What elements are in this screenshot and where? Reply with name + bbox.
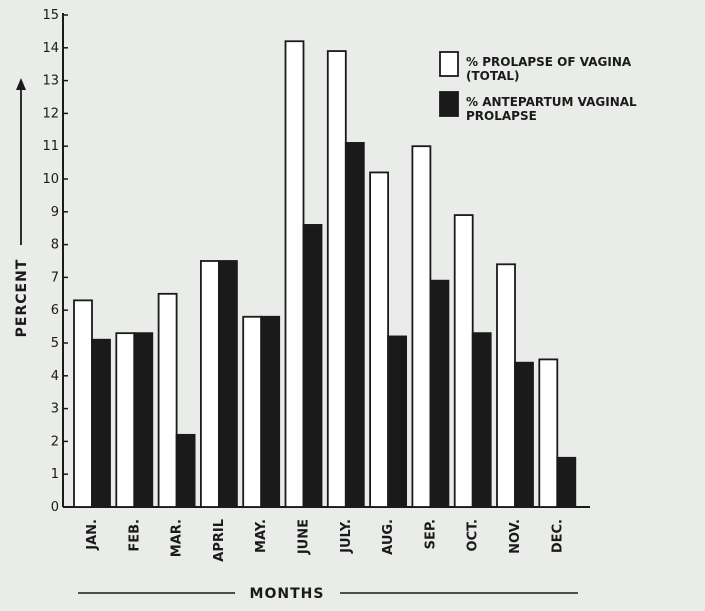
bar-antepartum-prolapse [260, 315, 281, 508]
bar-total-prolapse [411, 145, 432, 508]
x-tick-label: SEP. [423, 519, 438, 549]
bar-total-prolapse [496, 263, 516, 508]
bar-total-prolapse [326, 50, 347, 508]
x-tick-label: APRIL [212, 519, 227, 562]
y-tick-label: 0 [51, 500, 59, 515]
y-tick-label: 8 [51, 238, 59, 253]
bar-antepartum-prolapse [514, 361, 534, 508]
bar-antepartum-prolapse [175, 433, 196, 508]
y-tick-label: 5 [51, 336, 59, 351]
y-tick-label: 1 [51, 467, 59, 482]
bar-antepartum-prolapse [429, 279, 450, 508]
x-tick-label: MAR. [170, 519, 185, 557]
y-tick-label: 4 [51, 369, 59, 384]
legend-swatch-antepartum [439, 91, 459, 117]
legend-label-total: (TOTAL) [466, 69, 520, 83]
legend-swatch-total [439, 51, 459, 77]
bar-total-prolapse [199, 260, 220, 508]
legend: % PROLAPSE OF VAGINA(TOTAL) % ANTEPARTUM … [439, 51, 637, 123]
x-tick-label: JULY. [339, 519, 354, 554]
y-tick-label: 12 [42, 106, 59, 121]
bar-antepartum-prolapse [344, 142, 365, 508]
bars [73, 40, 577, 508]
bar-total-prolapse [115, 332, 136, 508]
bar-total-prolapse [538, 358, 559, 508]
bar-total-prolapse [242, 315, 263, 508]
bar-antepartum-prolapse [91, 338, 111, 508]
y-tick-label: 3 [51, 402, 59, 417]
bar-total-prolapse [157, 292, 178, 508]
legend-label-antepartum: PROLAPSE [466, 109, 537, 123]
x-tick-label: JAN. [85, 519, 100, 551]
y-tick-label: 10 [42, 172, 59, 187]
y-tick-label: 9 [51, 205, 59, 220]
y-tick-label: 15 [42, 8, 59, 23]
bar-antepartum-prolapse [556, 456, 577, 508]
bar-antepartum-prolapse [387, 335, 408, 508]
x-tick-label: NOV. [508, 519, 523, 554]
legend-label-antepartum: % ANTEPARTUM VAGINAL [466, 95, 637, 109]
bar-total-prolapse [453, 214, 474, 508]
y-tick-label: 14 [42, 41, 59, 56]
y-tick-label: 6 [51, 303, 59, 318]
x-tick-label: FEB. [127, 519, 142, 552]
y-tick-label: 7 [51, 270, 59, 285]
x-tick-label: OCT. [466, 519, 481, 551]
x-axis-label: MONTHS [250, 586, 325, 602]
x-tick-label: DEC. [550, 519, 565, 553]
y-tick-label: 11 [42, 139, 59, 154]
bar-antepartum-prolapse [471, 332, 492, 508]
x-tick-label: JUNE [297, 519, 312, 555]
bar-antepartum-prolapse [217, 260, 238, 508]
legend-label-total: % PROLAPSE OF VAGINA [466, 55, 632, 69]
y-tick-label: 2 [51, 434, 59, 449]
bar-antepartum-prolapse [302, 224, 323, 508]
bar-total-prolapse [369, 171, 390, 508]
y-axis-label: PERCENT [14, 259, 30, 338]
bar-total-prolapse [73, 299, 93, 508]
y-tick-label: 13 [42, 74, 59, 89]
y-axis-arrow-head [16, 78, 26, 90]
bar-total-prolapse [284, 40, 305, 508]
bar-antepartum-prolapse [133, 332, 154, 508]
x-tick-label: AUG. [381, 519, 396, 555]
x-tick-label: MAY. [254, 519, 269, 553]
